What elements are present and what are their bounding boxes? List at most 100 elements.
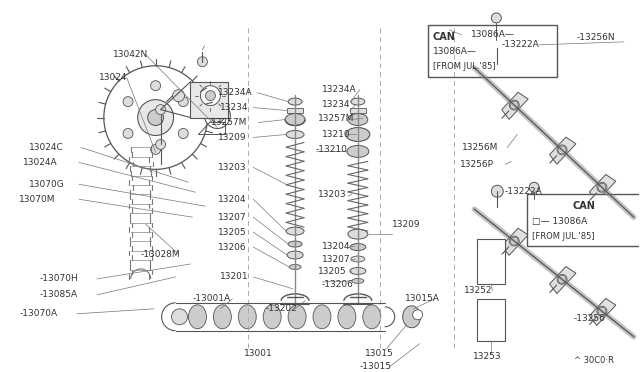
Text: 13201: 13201: [220, 272, 249, 282]
Polygon shape: [589, 298, 616, 326]
Text: 13024A: 13024A: [23, 158, 58, 167]
Circle shape: [598, 183, 606, 191]
Ellipse shape: [289, 264, 301, 269]
Text: -13222A: -13222A: [501, 40, 539, 49]
Text: 13207: 13207: [218, 213, 247, 222]
Circle shape: [148, 110, 164, 125]
Text: 13205: 13205: [218, 228, 247, 237]
Text: □— 13086A: □— 13086A: [532, 217, 588, 226]
Text: 13257M: 13257M: [211, 118, 248, 127]
Text: 13024C: 13024C: [29, 143, 64, 152]
Text: -13206: -13206: [322, 280, 354, 289]
Polygon shape: [550, 266, 576, 294]
Text: 13256M: 13256M: [461, 143, 498, 152]
Text: 13204: 13204: [322, 241, 351, 251]
Text: 13204: 13204: [218, 195, 247, 204]
Text: 13209: 13209: [392, 219, 420, 229]
Text: 13203: 13203: [318, 190, 347, 199]
Polygon shape: [589, 174, 616, 202]
Circle shape: [492, 42, 503, 54]
Text: -13085A: -13085A: [39, 291, 77, 299]
Circle shape: [211, 109, 225, 122]
Circle shape: [598, 307, 606, 315]
Text: -13070H: -13070H: [39, 275, 78, 283]
Text: -13202: -13202: [265, 304, 297, 313]
Text: 13206: 13206: [218, 243, 247, 251]
Text: 13001: 13001: [244, 349, 273, 358]
Text: -13256: -13256: [574, 314, 606, 323]
Circle shape: [557, 274, 567, 284]
Text: 13070G: 13070G: [29, 180, 65, 189]
Text: 13086A—: 13086A—: [433, 47, 476, 56]
Circle shape: [150, 81, 161, 91]
Circle shape: [492, 185, 503, 197]
Ellipse shape: [313, 305, 331, 329]
Text: ^ 30C0·R: ^ 30C0·R: [574, 356, 614, 365]
Text: [FROM JUL.'85]: [FROM JUL.'85]: [532, 232, 595, 241]
Circle shape: [172, 309, 188, 325]
Ellipse shape: [288, 241, 302, 247]
Bar: [287, 108, 303, 113]
Ellipse shape: [350, 267, 366, 275]
Text: -13028M: -13028M: [141, 250, 180, 259]
Circle shape: [558, 275, 566, 283]
Circle shape: [413, 310, 422, 320]
Ellipse shape: [213, 305, 231, 329]
Text: -13070A: -13070A: [19, 309, 57, 318]
Bar: [477, 299, 506, 341]
Bar: [477, 239, 506, 284]
Ellipse shape: [285, 113, 305, 125]
Ellipse shape: [351, 98, 365, 105]
Ellipse shape: [238, 305, 256, 329]
Text: 13252: 13252: [465, 286, 493, 295]
Text: 13070M: 13070M: [19, 195, 56, 204]
Ellipse shape: [288, 305, 306, 329]
Circle shape: [123, 128, 133, 138]
Polygon shape: [502, 92, 528, 119]
Text: -13222A: -13222A: [504, 187, 542, 196]
Text: -13015: -13015: [360, 362, 392, 371]
Circle shape: [204, 103, 230, 128]
Circle shape: [510, 101, 518, 109]
Circle shape: [558, 146, 566, 154]
Ellipse shape: [189, 305, 207, 329]
Polygon shape: [550, 137, 576, 164]
Ellipse shape: [352, 278, 364, 283]
Text: 13234A: 13234A: [322, 85, 356, 94]
Polygon shape: [502, 228, 528, 255]
Text: 13205: 13205: [318, 267, 347, 276]
Ellipse shape: [263, 305, 281, 329]
Text: 13024: 13024: [99, 73, 127, 82]
Circle shape: [179, 128, 188, 138]
Ellipse shape: [288, 98, 302, 105]
Text: 13234: 13234: [220, 103, 249, 112]
Text: 13086A—: 13086A—: [472, 31, 515, 39]
Circle shape: [200, 86, 220, 106]
Text: 13257M: 13257M: [318, 114, 355, 123]
Ellipse shape: [363, 305, 381, 329]
Text: 13234: 13234: [322, 100, 351, 109]
Text: [FROM JUL.'85]: [FROM JUL.'85]: [433, 62, 495, 71]
Circle shape: [156, 105, 166, 115]
Ellipse shape: [350, 244, 366, 250]
Ellipse shape: [348, 113, 368, 125]
Text: CAN: CAN: [572, 201, 595, 211]
Ellipse shape: [403, 306, 420, 328]
Text: -13001A: -13001A: [193, 294, 230, 303]
Circle shape: [597, 182, 607, 192]
Text: 13253: 13253: [473, 352, 502, 361]
Bar: [191, 82, 228, 118]
Circle shape: [492, 13, 501, 23]
Ellipse shape: [347, 145, 369, 157]
Circle shape: [509, 100, 519, 110]
Bar: [428, 25, 557, 77]
Text: -13210: -13210: [316, 145, 348, 154]
Text: 13256P: 13256P: [460, 160, 493, 169]
Text: 13015: 13015: [365, 349, 394, 358]
Ellipse shape: [338, 305, 356, 329]
Ellipse shape: [348, 229, 368, 239]
Circle shape: [509, 236, 519, 246]
Circle shape: [156, 140, 166, 150]
Ellipse shape: [287, 251, 303, 259]
Ellipse shape: [286, 227, 304, 235]
